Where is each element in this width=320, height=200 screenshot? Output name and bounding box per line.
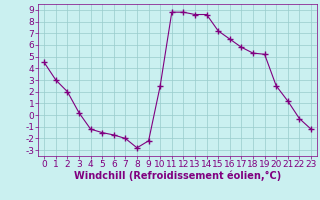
X-axis label: Windchill (Refroidissement éolien,°C): Windchill (Refroidissement éolien,°C) — [74, 171, 281, 181]
